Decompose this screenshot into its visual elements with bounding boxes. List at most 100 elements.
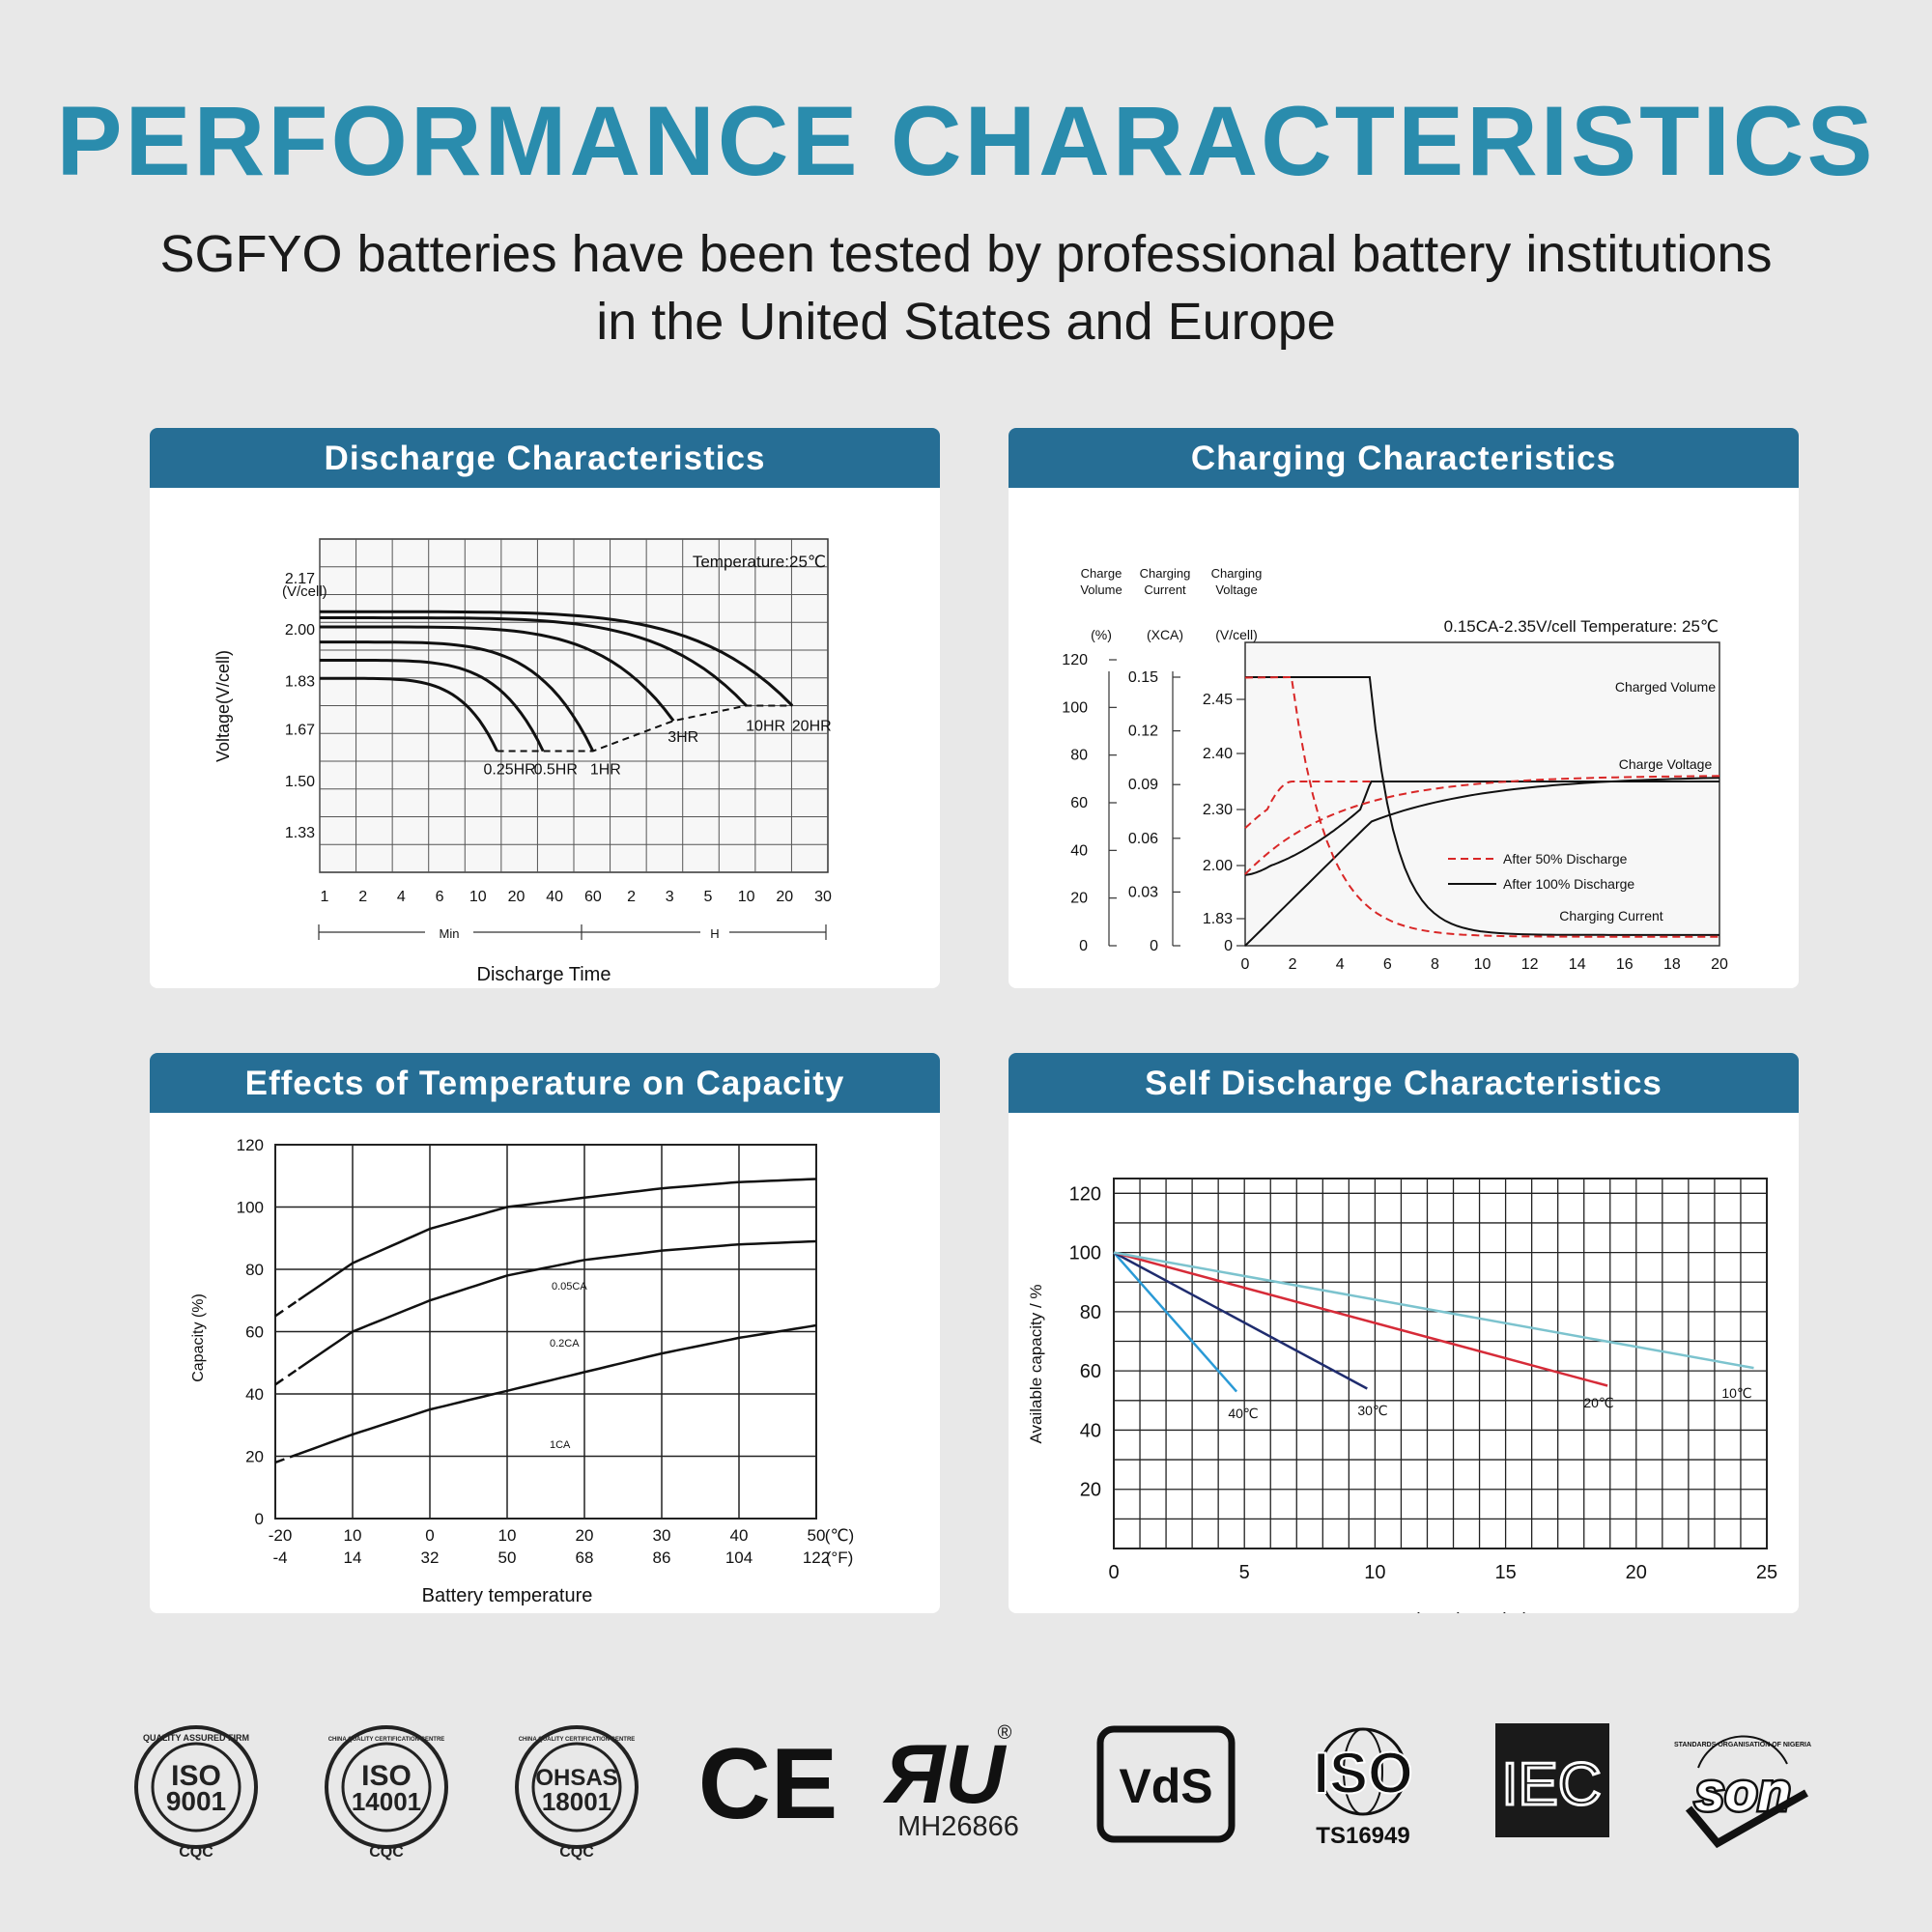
discharge-y-unit: (V/cell) <box>282 583 327 600</box>
temperature-x-tick-f: 32 <box>421 1548 440 1567</box>
charging-current-curve-50 <box>1244 676 1719 938</box>
temperature-x-tick-f: 68 <box>576 1548 594 1567</box>
charging-x-tick: 18 <box>1663 956 1681 973</box>
discharge-min-label: Min <box>440 926 460 941</box>
discharge-curve-20HR <box>320 610 794 707</box>
vds-logo: VdS <box>1096 1725 1236 1843</box>
page-subtitle: SGFYO batteries have been tested by prof… <box>0 220 1932 355</box>
charging-label-voltage: Charge Voltage <box>1619 756 1713 772</box>
charging-axis-title: Charging <box>1140 566 1191 581</box>
charging-legend-50: After 50% Discharge <box>1503 851 1628 867</box>
temperature-label-1CA: 1CA <box>550 1439 571 1451</box>
temperature-y-tick: 120 <box>237 1136 264 1154</box>
ce-logo: CE <box>698 1728 838 1840</box>
charging-x-tick: 8 <box>1431 956 1439 973</box>
page-title: PERFORMANCE CHARACTERISTICS <box>56 86 1876 196</box>
self-discharge-line-20℃ <box>1113 1251 1608 1387</box>
charging-x-tick: 20 <box>1711 956 1728 973</box>
charging-voltage-tick: 2.45 <box>1203 692 1233 708</box>
temperature-x-tick-c: 30 <box>653 1526 671 1545</box>
charging-label-current: Charging Current <box>1559 908 1662 923</box>
discharge-y-tick: 1.67 <box>285 723 315 739</box>
charging-current-curve-100 <box>1245 676 1719 936</box>
self-discharge-x-tick: 25 <box>1756 1562 1777 1583</box>
svg-text:CE: CE <box>698 1728 838 1840</box>
self-discharge-y-tick: 60 <box>1080 1361 1101 1382</box>
discharge-x-tick: 30 <box>814 889 832 905</box>
temperature-x-tick-f: 14 <box>344 1548 362 1567</box>
discharge-temperature-note: Temperature:25℃ <box>693 553 826 571</box>
temperature-x-tick-f: 104 <box>725 1548 753 1567</box>
discharge-x-tick: 2 <box>627 889 636 905</box>
charging-volume-tick: 120 <box>1062 652 1088 668</box>
charging-current-tick: 0.09 <box>1128 777 1158 793</box>
svg-text:ISO: ISO <box>361 1760 412 1792</box>
charging-current-tick: 0.06 <box>1128 831 1158 847</box>
certification-logos: ISO 9001 CQC QUALITY ASSURED FIRM ISO 14… <box>0 1710 1932 1864</box>
charging-chart: ChargeVolumeChargingCurrentChargingVolta… <box>1062 566 1728 973</box>
charging-x-tick: 0 <box>1241 956 1250 973</box>
charging-volume-tick: 40 <box>1070 842 1088 859</box>
svg-text:IEC: IEC <box>1501 1751 1601 1818</box>
temperature-label-0.05CA: 0.05CA <box>552 1281 587 1293</box>
discharge-label-0.5HR: 0.5HR <box>534 762 578 779</box>
discharge-y-tick: 2.00 <box>285 622 315 639</box>
self-discharge-label-10℃: 10℃ <box>1721 1385 1751 1401</box>
svg-text:18001: 18001 <box>542 1787 611 1816</box>
discharge-panel: Discharge Characteristics Temperature:25… <box>150 428 940 988</box>
temperature-curve-0.05CA <box>298 1178 817 1301</box>
discharge-curve-3HR <box>320 625 675 723</box>
charging-condition-note: 0.15CA-2.35V/cell Temperature: 25℃ <box>1444 617 1719 636</box>
temperature-x-tick-c: 50 <box>808 1526 826 1545</box>
charging-volume-tick: 60 <box>1070 795 1088 811</box>
temperature-y-label: Capacity (%) <box>190 1293 207 1382</box>
temperature-curve-dashed-0.2CA <box>274 1367 299 1386</box>
temperature-x-tick-f: 86 <box>653 1548 671 1567</box>
temperature-unit-c: (℃) <box>825 1526 854 1545</box>
charging-volume-curve-100 <box>1244 777 1720 947</box>
discharge-x-tick: 1 <box>321 889 329 905</box>
temperature-y-tick: 0 <box>255 1510 264 1528</box>
self-discharge-panel-title: Self Discharge Characteristics <box>1009 1053 1799 1113</box>
discharge-chart: Temperature:25℃ (V/cell)2.17 2.00 1.83 1.67 1… <box>213 538 832 985</box>
svg-text:CQC: CQC <box>179 1844 213 1861</box>
charging-label-volume: Charged Volume <box>1615 679 1717 695</box>
temperature-y-tick: 60 <box>245 1323 264 1342</box>
discharge-y-tick: 1.33 <box>285 825 315 841</box>
svg-text:®: ® <box>998 1722 1012 1744</box>
temperature-y-tick: 20 <box>245 1448 264 1466</box>
charging-volume-tick: 80 <box>1070 748 1088 764</box>
discharge-x-tick: 2 <box>358 889 367 905</box>
son-logo: STANDARDS ORGANISATION OF NIGERIA son <box>1674 1735 1811 1849</box>
svg-text:CQC: CQC <box>369 1844 404 1861</box>
charging-volume-tick: 0 <box>1079 938 1088 954</box>
discharge-y-tick: 1.83 <box>285 673 315 690</box>
charging-x-tick: 16 <box>1616 956 1634 973</box>
discharge-cutoff-line <box>497 704 793 753</box>
discharge-y-label: Voltage(V/cell) <box>213 650 233 762</box>
self-discharge-x-tick: 15 <box>1494 1562 1516 1583</box>
self-discharge-line-40℃ <box>1113 1251 1238 1393</box>
temperature-label-0.2CA: 0.2CA <box>550 1338 580 1350</box>
svg-text:ISO: ISO <box>1313 1741 1412 1805</box>
charging-axis-title: Voltage <box>1215 582 1257 597</box>
discharge-label-20HR: 20HR <box>792 719 832 735</box>
charging-current-tick: 0 <box>1150 938 1158 954</box>
self-discharge-y-tick: 40 <box>1080 1420 1101 1441</box>
discharge-label-3HR: 3HR <box>668 729 698 746</box>
svg-text:CHINA QUALITY CERTIFICATION CE: CHINA QUALITY CERTIFICATION CENTRE <box>519 1737 636 1743</box>
discharge-x-tick: 60 <box>584 889 602 905</box>
self-discharge-label-40℃: 40℃ <box>1228 1406 1258 1421</box>
svg-text:VdS: VdS <box>1119 1759 1212 1813</box>
self-discharge-label-20℃: 20℃ <box>1583 1395 1613 1410</box>
temperature-x-tick-f: 122 <box>803 1548 830 1567</box>
discharge-x-label: Discharge Time <box>477 964 611 985</box>
temperature-x-tick-c: 40 <box>730 1526 749 1545</box>
self-discharge-y-label: Available capacity / % <box>1027 1284 1045 1443</box>
discharge-label-0.25HR: 0.25HR <box>483 762 535 779</box>
charging-voltage-tick: 2.00 <box>1203 858 1233 874</box>
charging-voltage-tick: 0 <box>1224 938 1233 954</box>
charging-voltage-tick: 2.40 <box>1203 746 1233 762</box>
self-discharge-y-tick: 80 <box>1080 1302 1101 1323</box>
temperature-curve-dashed-0.05CA <box>274 1298 299 1318</box>
